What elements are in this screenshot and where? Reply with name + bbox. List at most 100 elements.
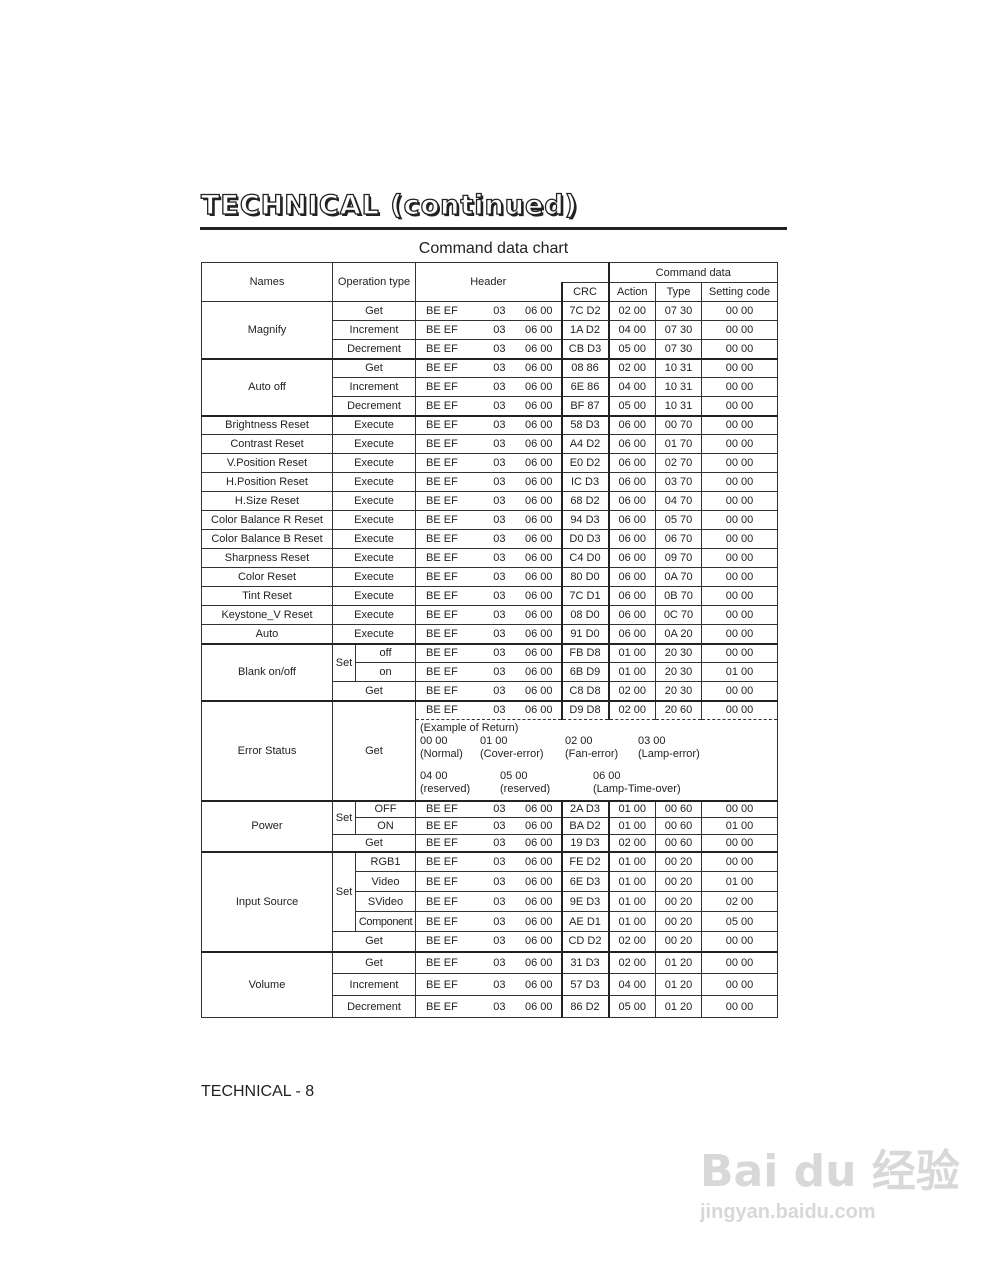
row-name: Color Balance R Reset: [201, 510, 333, 530]
header-byte: 06 00: [524, 956, 553, 969]
operation-type: Execute: [332, 434, 416, 454]
header-byte: 03: [493, 803, 506, 816]
header-byte: 03: [493, 978, 506, 991]
setting-code-value: 00 00: [701, 491, 778, 511]
row-name: H.Position Reset: [201, 472, 333, 492]
header-byte-group: BE EF 03 06 00: [417, 609, 561, 621]
return-code: 04 00: [420, 770, 448, 782]
crc-value: BA D2: [560, 817, 609, 835]
return-description: (Lamp-Time-over): [593, 783, 681, 795]
header-byte-group: BE EF 03 06 00: [417, 875, 561, 888]
table-row: Power Set OFF BE EF 03 06 00 2A D3 01 00 00 60 00…: [201, 799, 778, 852]
operation-type: Execute: [332, 491, 416, 511]
header-byte: 06 00: [524, 836, 553, 849]
action-value: 01 00: [607, 871, 656, 892]
setting-code-value: 05 00: [701, 911, 778, 932]
header-byte-group: BE EF 03 06 00: [417, 514, 561, 526]
type-value: 01 20: [655, 995, 702, 1018]
header-byte: 03: [493, 820, 506, 832]
table-row: Error Status Get BE EF 03 06 00 D9 D8 02 00 20 …: [201, 699, 778, 801]
setting-code-value: 00 00: [701, 320, 778, 340]
header-bytes: BE EF 03 06 00: [415, 434, 562, 454]
return-example-row: (Example of Return) 00 00 01 00 02 00 03 00(…: [202, 719, 778, 801]
header-byte-group: BE EF 03 06 00: [417, 324, 561, 336]
action-value: 02 00: [607, 834, 656, 852]
header-byte: 03: [493, 666, 506, 678]
header-byte: 03: [493, 514, 506, 526]
header-byte-group: BE EF 03 06 00: [417, 381, 561, 393]
header-byte: 06 00: [524, 609, 553, 621]
header-byte: BE EF: [426, 803, 458, 816]
header-byte: 06 00: [524, 362, 553, 375]
header-byte-group: BE EF 03 06 00: [417, 647, 561, 660]
col-type: Type: [655, 282, 702, 302]
action-value: 02 00: [607, 357, 656, 378]
operation-type: Get: [332, 681, 416, 701]
action-value: 05 00: [607, 339, 656, 359]
setting-code-value: 00 00: [701, 642, 778, 663]
header-byte: 03: [493, 875, 506, 888]
header-bytes: BE EF 03 06 00: [415, 396, 562, 416]
setting-code-value: 00 00: [701, 396, 778, 416]
command-data-table: Names Operation type Header Command data…: [201, 262, 778, 1018]
header-byte-group: BE EF 03 06 00: [417, 915, 561, 928]
header-bytes: BE EF 03 06 00: [415, 548, 562, 568]
operation-type: on: [355, 662, 416, 682]
return-code: 03 00: [638, 735, 666, 747]
row-name: Input Source: [201, 850, 333, 952]
header-byte: BE EF: [426, 324, 458, 336]
header-byte-group: BE EF 03 06 00: [417, 362, 561, 375]
type-value: 00 20: [655, 931, 702, 952]
operation-type: Increment: [332, 377, 416, 397]
header-byte: 03: [493, 590, 506, 602]
crc-value: 08 D0: [560, 605, 609, 625]
operation-type: Component: [355, 911, 416, 932]
crc-value: CD D2: [560, 931, 609, 952]
header-bytes: BE EF 03 06 00: [415, 529, 562, 549]
operation-type: SVideo: [355, 891, 416, 912]
operation-type: Get: [332, 834, 416, 852]
setting-code-value: 00 00: [701, 931, 778, 952]
header-bytes: BE EF 03 06 00: [415, 414, 562, 435]
header-byte: BE EF: [426, 647, 458, 660]
header-byte: 03: [493, 457, 506, 469]
setting-code-value: 00 00: [701, 510, 778, 530]
header-bytes: BE EF 03 06 00: [415, 357, 562, 378]
crc-value: C8 D8: [560, 681, 609, 701]
type-value: 0A 70: [655, 567, 702, 587]
row-name: Magnify: [201, 301, 333, 359]
col-command-data: Command data: [607, 262, 778, 283]
header-byte: BE EF: [426, 362, 458, 375]
header-byte: 03: [493, 419, 506, 432]
header-byte: BE EF: [426, 495, 458, 507]
header-byte: BE EF: [426, 533, 458, 545]
operation-type: Get: [332, 931, 416, 952]
setting-code-value: 00 00: [701, 681, 778, 701]
operation-type: Execute: [332, 453, 416, 473]
header-byte: 03: [493, 627, 506, 640]
type-value: 10 31: [655, 396, 702, 416]
header-byte: BE EF: [426, 915, 458, 928]
page-footer: TECHNICAL - 8: [201, 1083, 315, 1100]
action-value: 02 00: [607, 950, 656, 974]
action-value: 01 00: [607, 817, 656, 835]
return-code: 06 00: [593, 770, 621, 782]
type-value: 01 20: [655, 973, 702, 996]
chart-title: Command data chart: [418, 240, 569, 257]
operation-type: Decrement: [332, 995, 416, 1018]
header-bytes: BE EF 03 06 00: [415, 642, 562, 663]
header-byte-group: BE EF 03 06 00: [417, 956, 561, 969]
operation-type: Execute: [332, 567, 416, 587]
type-value: 20 30: [655, 642, 702, 663]
header-byte: BE EF: [426, 571, 458, 583]
operation-type: Execute: [332, 510, 416, 530]
setting-code-value: 00 00: [701, 799, 778, 818]
header-byte: BE EF: [426, 704, 458, 717]
crc-value: 08 86: [560, 357, 609, 378]
header-bytes: BE EF 03 06 00: [415, 453, 562, 473]
header-byte-group: BE EF 03 06 00: [417, 438, 561, 450]
crc-value: IC D3: [560, 472, 609, 492]
header-byte: BE EF: [426, 552, 458, 564]
action-value: 06 00: [607, 567, 656, 587]
row-name: Blank on/off: [201, 642, 333, 701]
